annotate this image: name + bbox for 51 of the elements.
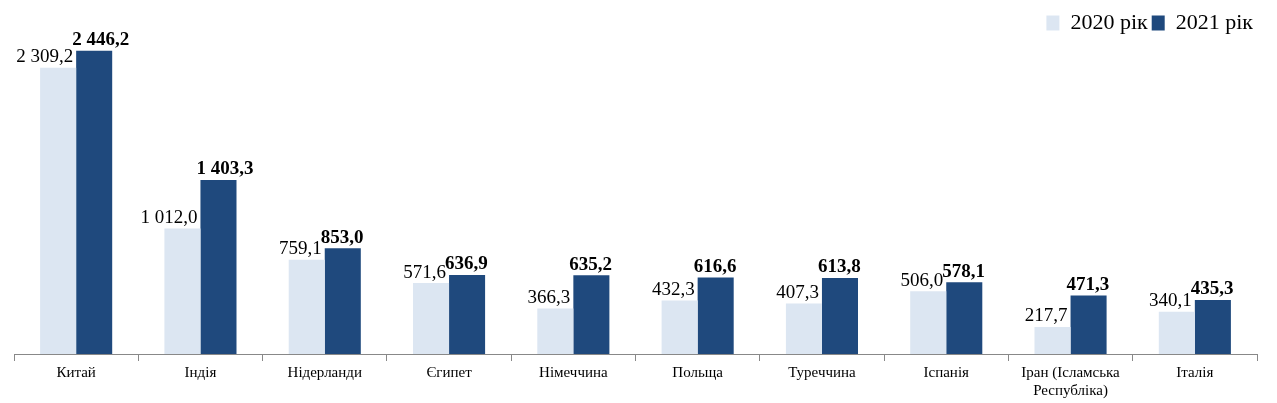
bar xyxy=(1194,300,1231,354)
data-label: 217,7 xyxy=(1024,304,1068,326)
x-tick-label: Китай xyxy=(56,363,96,380)
bar xyxy=(76,50,113,354)
bar xyxy=(785,303,822,354)
bar xyxy=(910,291,947,354)
bar xyxy=(200,179,237,354)
bar xyxy=(661,300,698,354)
x-tick-label: Нідерланди xyxy=(287,363,362,380)
data-label: 471,3 xyxy=(1066,272,1110,294)
data-label: 435,3 xyxy=(1190,277,1234,299)
bar xyxy=(697,277,734,354)
data-label: 616,6 xyxy=(693,254,737,276)
bar xyxy=(449,275,486,354)
data-label: 2 446,2 xyxy=(72,28,130,50)
data-label: 340,1 xyxy=(1149,289,1192,311)
bar xyxy=(40,67,77,354)
data-label: 506,0 xyxy=(900,268,944,290)
legend-label: 2021 рік xyxy=(1175,8,1254,34)
bar xyxy=(946,282,983,354)
data-label: 578,1 xyxy=(942,259,985,281)
data-label: 407,3 xyxy=(776,280,819,302)
data-label: 1 012,0 xyxy=(140,206,198,227)
data-label: 759,1 xyxy=(279,237,322,259)
data-label: 853,0 xyxy=(320,225,364,247)
bar xyxy=(288,259,325,354)
data-label: 636,9 xyxy=(445,252,488,274)
x-tick-label: Італія xyxy=(1176,363,1214,380)
bar xyxy=(537,308,574,354)
bar xyxy=(821,277,858,354)
bar xyxy=(164,228,201,354)
x-tick-label: Єгипет xyxy=(426,363,473,380)
bar xyxy=(324,248,361,354)
data-label: 2 309,2 xyxy=(16,45,74,67)
bar xyxy=(413,283,450,354)
x-tick-label: Туреччина xyxy=(788,363,857,380)
x-tick-label: Індія xyxy=(184,363,217,380)
bar xyxy=(573,275,610,354)
data-label: 635,2 xyxy=(569,252,613,274)
x-tick-label: Німеччина xyxy=(539,363,608,380)
bar xyxy=(1034,327,1071,354)
data-label: 613,8 xyxy=(817,255,861,277)
bar xyxy=(1158,311,1195,354)
data-label: 1 403,3 xyxy=(196,157,254,179)
x-tick-label: Іран (Ісламська Республіка) xyxy=(1021,363,1121,399)
bar xyxy=(1070,295,1107,354)
legend-label: 2020 рік xyxy=(1070,8,1149,34)
data-label: 366,3 xyxy=(527,286,571,308)
x-tick-label: Іспанія xyxy=(923,363,970,380)
data-label: 432,3 xyxy=(651,277,695,299)
x-tick-label: Польща xyxy=(672,363,724,380)
